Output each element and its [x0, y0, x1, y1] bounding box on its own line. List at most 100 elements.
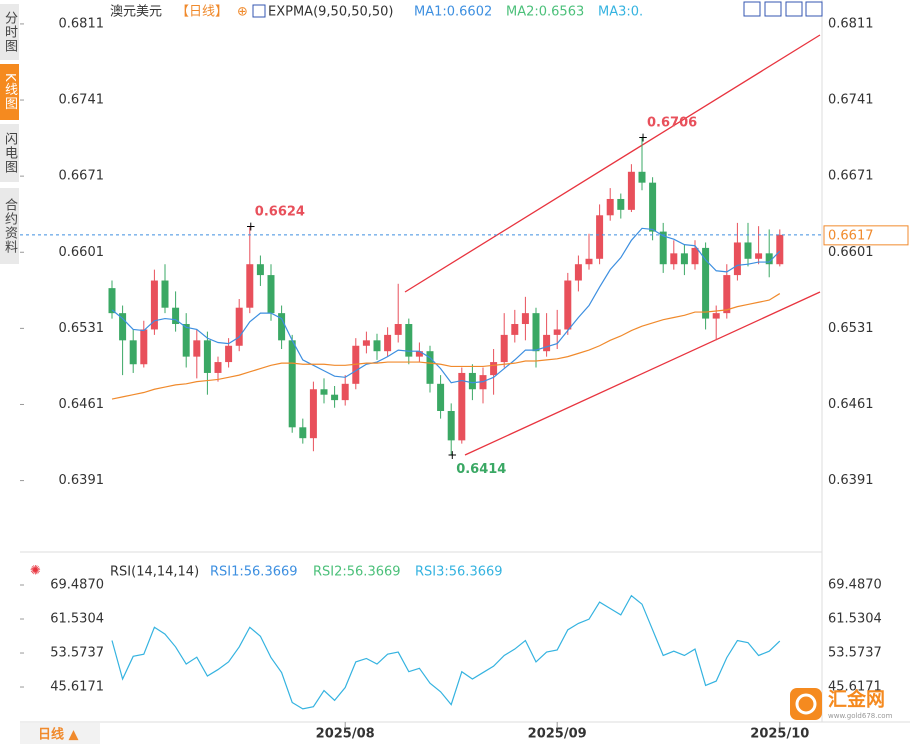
candle-body: [288, 340, 296, 428]
y-tick-label-right: 0.6811: [828, 16, 874, 31]
logo-mark: [795, 693, 817, 715]
y-tick-label-right: 0.6671: [828, 169, 874, 184]
tab-active[interactable]: K线图: [0, 64, 19, 120]
legend-ma1: MA1:0.6602: [414, 5, 492, 20]
y-tick-label-right: 0.6601: [828, 245, 874, 260]
candle-body: [744, 242, 752, 259]
candle-body: [362, 340, 370, 346]
candle-body: [553, 329, 561, 335]
high-label: 0.6624: [255, 205, 305, 220]
extreme-marker: +: [447, 448, 457, 462]
x-tick-label: 2025/08: [316, 727, 375, 742]
watermark-url: www.gold678.com: [828, 712, 893, 720]
candle-body: [511, 324, 519, 335]
rsi-icon[interactable]: ✺: [30, 564, 41, 579]
y-tick-label-left: 0.6671: [59, 169, 105, 184]
watermark: 汇金网: [828, 688, 885, 711]
candle-body: [596, 215, 604, 259]
logo-icon: [790, 688, 822, 720]
indicator-icon[interactable]: [252, 4, 266, 18]
candle-body: [405, 324, 413, 357]
candle-body: [246, 264, 254, 308]
candle-body: [320, 389, 328, 395]
channel-lower: [464, 291, 821, 456]
candle-body: [235, 307, 243, 346]
y-tick-label-left: 0.6741: [59, 93, 105, 108]
extreme-marker: +: [638, 131, 648, 145]
candle-body: [278, 313, 286, 341]
candle-body: [225, 345, 233, 363]
legend-rsi2: RSI2:56.3669: [313, 565, 401, 580]
candle-body: [161, 280, 169, 308]
x-tick-label: 2025/10: [750, 727, 809, 742]
price-box: [823, 225, 909, 246]
candle-body: [182, 324, 190, 357]
tab[interactable]: 合约资料: [0, 188, 19, 264]
series-line: [111, 293, 781, 400]
y-tick-label-left: 0.6601: [59, 245, 105, 260]
y-tick-label-left: 69.4870: [50, 578, 104, 593]
y-tick-label-left: 0.6461: [59, 397, 105, 412]
y-tick-label-right: 45.6171: [828, 680, 882, 695]
y-tick-label-right: 53.5737: [828, 646, 882, 661]
symbol: 澳元美元: [110, 4, 162, 20]
high-label: 0.6706: [647, 116, 697, 131]
legend-ma2: MA2:0.6563: [506, 5, 584, 20]
candle-body: [702, 247, 710, 319]
tab[interactable]: 分时图: [0, 4, 19, 60]
y-tick-label-right: 0.6741: [828, 93, 874, 108]
indicator[interactable]: EXPMA(9,50,50,50): [268, 5, 394, 20]
candle-body: [723, 275, 731, 314]
x-tick-label: 2025/09: [528, 727, 587, 742]
period-icon[interactable]: ⊕: [237, 5, 248, 20]
low-label: 0.6414: [456, 462, 506, 477]
candle-body: [172, 307, 180, 325]
y-tick-label-left: 53.5737: [50, 646, 104, 661]
candle-body: [108, 288, 116, 314]
period-button[interactable]: 日线 ▲: [38, 727, 79, 743]
candle-body: [331, 394, 339, 401]
candle-body: [341, 383, 349, 401]
candle-body: [765, 253, 773, 265]
legend-rsi3: RSI3:56.3669: [415, 565, 503, 580]
y-tick-label-right: 0.6391: [828, 473, 874, 488]
y-tick-label-right: 61.5304: [828, 612, 882, 627]
channel-upper: [404, 34, 821, 293]
period-button-bg[interactable]: [20, 723, 100, 744]
tab[interactable]: 闪电图: [0, 124, 19, 182]
y-tick-label-right: 69.4870: [828, 578, 882, 593]
candle-body: [638, 171, 646, 183]
candle-body: [670, 253, 678, 265]
series-line: [111, 594, 781, 710]
y-tick-label-right: 0.6461: [828, 397, 874, 412]
candle-body: [606, 198, 614, 216]
candle-body: [468, 372, 476, 390]
rsi-panel: 45.6171 45.6171 53.5737 53.5737 61.5304 61.53…: [20, 578, 882, 742]
candle-body: [627, 171, 635, 210]
candle-body: [193, 340, 201, 357]
candle-body: [384, 334, 392, 352]
candle-body: [733, 242, 741, 276]
candle-body: [373, 340, 381, 352]
candle-body: [129, 340, 137, 365]
toolbar[interactable]: [743, 1, 823, 17]
candle-body: [649, 182, 657, 232]
candle-body: [585, 258, 593, 265]
candle-body: [447, 411, 455, 441]
y-tick-label-left: 0.6531: [59, 321, 105, 336]
y-tick-label-right: 0.6531: [828, 321, 874, 336]
candle-body: [574, 264, 582, 281]
candle-body: [532, 313, 540, 352]
candle-body: [299, 427, 307, 439]
candle-body: [140, 329, 148, 365]
candle-body: [659, 231, 667, 265]
candle-body: [437, 383, 445, 411]
candle-body: [564, 280, 572, 330]
candle-body: [267, 275, 275, 314]
candle-body: [490, 362, 498, 376]
price-panel: 0.6391 0.6391 0.6461 0.6461 0.6531 0.6531 0.66…: [20, 16, 909, 488]
candle-body: [309, 389, 317, 439]
y-tick-label-left: 0.6811: [59, 16, 105, 31]
